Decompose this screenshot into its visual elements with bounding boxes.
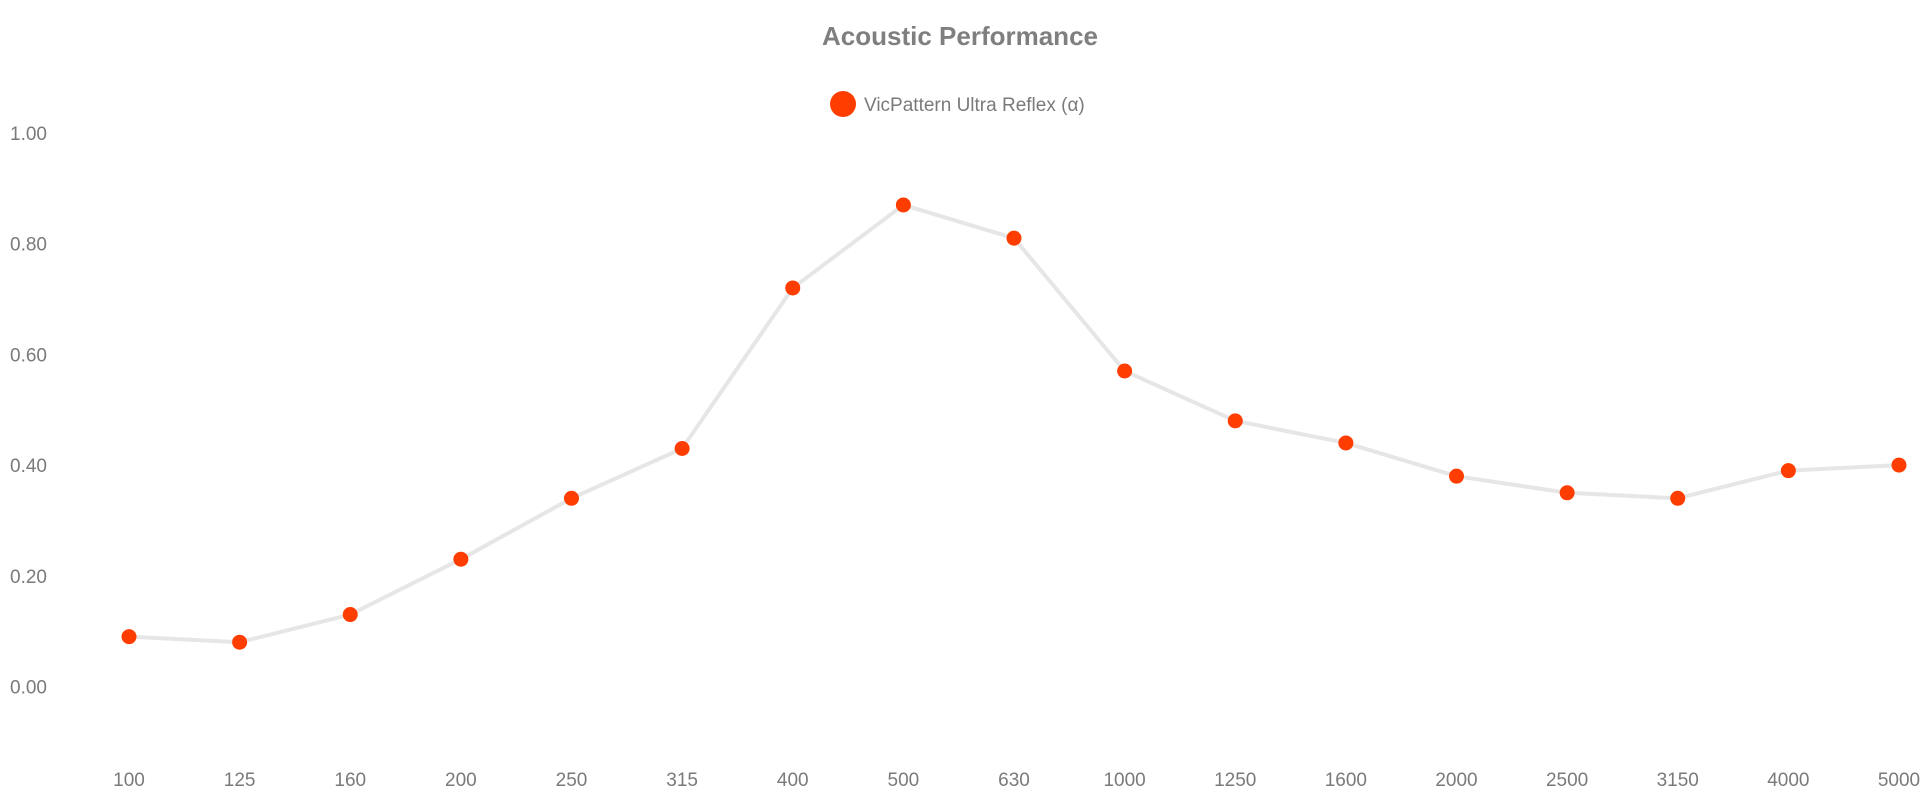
data-point[interactable] <box>674 440 690 456</box>
data-point[interactable] <box>1117 363 1133 379</box>
x-tick-label: 1000 <box>1103 770 1145 791</box>
x-tick-label: 400 <box>777 770 809 791</box>
data-point[interactable] <box>121 629 137 645</box>
series-line <box>128 202 1900 645</box>
x-tick-label: 2000 <box>1435 770 1477 791</box>
y-tick-label: 0.60 <box>10 345 47 366</box>
data-point[interactable] <box>1559 485 1575 501</box>
x-tick-label: 1600 <box>1325 770 1367 791</box>
x-tick-label: 200 <box>445 770 477 791</box>
data-point[interactable] <box>1891 457 1907 473</box>
x-tick-label: 160 <box>334 770 366 791</box>
legend-marker[interactable] <box>830 91 856 117</box>
data-point[interactable] <box>1227 413 1243 429</box>
x-axis: 100 125 160 200 250 315 400 500 630 1000 1250 1600 2… <box>113 770 1920 791</box>
legend-label[interactable]: VicPattern Ultra Reflex (α) <box>864 95 1085 116</box>
data-point[interactable] <box>453 551 469 567</box>
data-point[interactable] <box>342 607 358 623</box>
x-tick-label: 630 <box>998 770 1030 791</box>
x-tick-label: 500 <box>888 770 920 791</box>
x-tick-label: 5000 <box>1878 770 1920 791</box>
y-tick-label: 0.40 <box>10 456 47 477</box>
chart-title: Acoustic Performance <box>822 21 1098 51</box>
data-point[interactable] <box>1780 463 1796 479</box>
data-point[interactable] <box>785 280 801 296</box>
x-tick-label: 315 <box>666 770 698 791</box>
x-tick-label: 4000 <box>1767 770 1809 791</box>
data-point[interactable] <box>895 197 911 213</box>
data-point[interactable] <box>1449 468 1464 484</box>
x-tick-label: 1250 <box>1214 770 1256 791</box>
x-tick-label: 2500 <box>1546 770 1588 791</box>
y-tick-label: 1.00 <box>10 124 47 145</box>
x-tick-label: 100 <box>113 770 145 791</box>
data-point[interactable] <box>1006 230 1022 246</box>
y-tick-label: 0.20 <box>10 567 47 588</box>
y-axis: 1.00 0.80 0.60 0.40 0.20 0.00 <box>10 124 47 699</box>
x-tick-label: 3150 <box>1657 770 1699 791</box>
y-tick-label: 0.80 <box>10 235 47 256</box>
x-tick-label: 125 <box>224 770 256 791</box>
series-layer <box>121 197 1907 650</box>
data-point[interactable] <box>232 634 248 650</box>
legend[interactable]: VicPattern Ultra Reflex (α) <box>830 91 1085 117</box>
data-point[interactable] <box>1670 490 1686 506</box>
x-tick-label: 250 <box>556 770 588 791</box>
data-point[interactable] <box>564 490 579 506</box>
data-point[interactable] <box>1338 435 1354 451</box>
y-tick-label: 0.00 <box>10 678 47 699</box>
